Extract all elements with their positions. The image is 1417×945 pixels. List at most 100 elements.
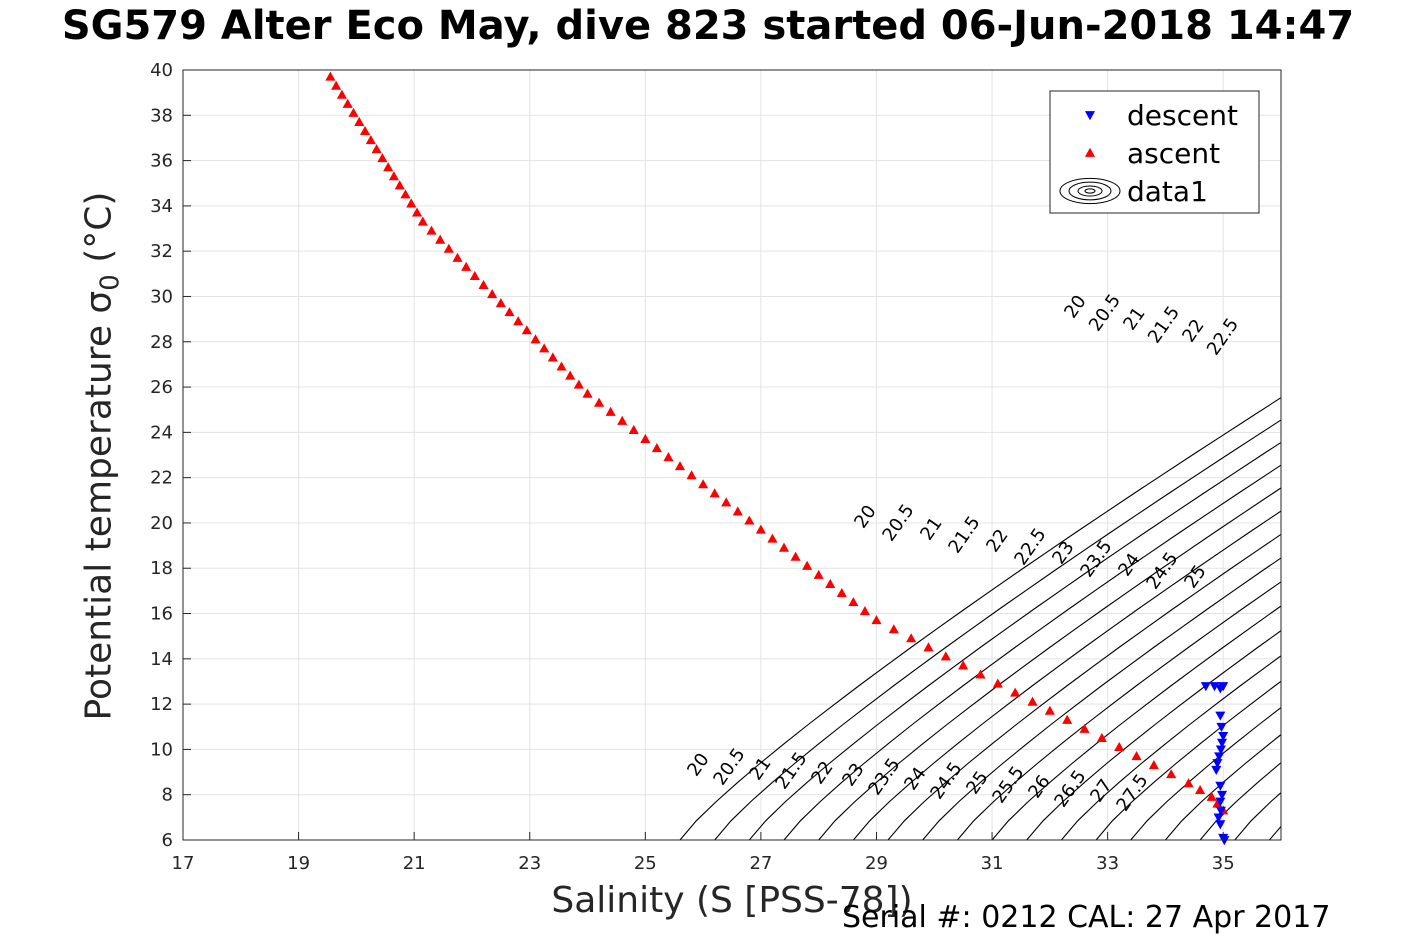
y-tick-label: 18 (150, 558, 173, 579)
ascent-point (871, 615, 882, 625)
ascent-point (426, 225, 437, 235)
isopycnal-line (887, 533, 1281, 840)
isopycnal-line (1060, 655, 1281, 840)
y-tick-label: 12 (150, 694, 173, 715)
legend-ascent-marker (1084, 147, 1096, 157)
ascent-point (605, 406, 616, 416)
contour-label: 23.5 (1076, 536, 1116, 581)
ascent-point (958, 660, 969, 670)
descent-point (1215, 806, 1226, 816)
isopycnal-line (991, 605, 1281, 840)
ascent-point (628, 424, 639, 434)
x-tick-label: 25 (634, 853, 657, 874)
descent-point (1200, 682, 1211, 692)
ascent-point (1206, 791, 1217, 801)
ascent-point (721, 497, 732, 507)
y-tick-label: 30 (150, 286, 173, 307)
isopycnal-line (852, 510, 1281, 840)
isopycnal-line (748, 441, 1281, 840)
contour-label: 24.5 (1142, 548, 1182, 593)
ascent-point (400, 189, 411, 199)
legend-contour-icon (1068, 181, 1112, 201)
ascent-point (923, 642, 934, 652)
descent-point (1212, 759, 1223, 769)
ascent-point (452, 252, 463, 262)
ascent-point (1010, 687, 1021, 697)
ascent-point (383, 162, 394, 172)
ascent-point (417, 216, 428, 226)
ascent-point (1195, 784, 1206, 795)
descent-point (1213, 813, 1224, 823)
ascent-point (709, 488, 720, 498)
ascent-point (325, 71, 336, 81)
y-tick-label: 40 (150, 60, 173, 81)
isopycnal-line (1026, 630, 1281, 840)
contour-label: 26 (1024, 771, 1054, 802)
legend-label: ascent (1127, 137, 1220, 170)
y-tick-label: 6 (162, 830, 173, 851)
isopycnal-line (1130, 706, 1281, 840)
legend-entry-descent: descent (1084, 99, 1238, 132)
descent-point (1211, 765, 1222, 776)
contour-label: 21.5 (944, 512, 984, 557)
ascent-point (651, 442, 662, 453)
ascent-point (940, 651, 951, 661)
x-axis-label: Salinity (S [PSS-78]) (551, 880, 913, 921)
ascent-point (732, 506, 743, 516)
descent-point (1214, 752, 1225, 762)
ascent-point (348, 107, 359, 117)
contour-label: 21.5 (1144, 302, 1184, 347)
descent-series (1200, 682, 1230, 846)
ascent-point (371, 144, 382, 154)
y-axis-label: Potential temperature σ0 (°C) (78, 192, 125, 721)
x-tick-label: 19 (287, 853, 310, 874)
contour-label: 23.5 (864, 754, 904, 799)
ascent-point (411, 207, 423, 217)
contour-label: 22.5 (1203, 314, 1243, 359)
ascent-point (859, 606, 870, 616)
ascent-point (461, 261, 472, 271)
y-tick-label: 24 (150, 422, 173, 443)
ascent-point (504, 307, 515, 317)
ascent-point (848, 596, 859, 607)
descent-point (1218, 682, 1229, 692)
ascent-point (1183, 778, 1194, 788)
ascent-point (359, 125, 371, 136)
ascent-point (388, 171, 399, 181)
y-tick-label: 28 (150, 332, 173, 353)
ascent-point (539, 343, 550, 353)
descent-point (1215, 781, 1226, 791)
contour-label: 21 (1119, 303, 1149, 334)
ascent-point (582, 388, 593, 398)
ascent-point (573, 379, 584, 389)
ascent-point (825, 578, 836, 588)
legend-contour-icon (1059, 177, 1121, 205)
descent-point (1217, 738, 1228, 748)
ascent-point (674, 461, 686, 471)
contour-label: 22 (807, 757, 837, 788)
ascent-point (521, 325, 532, 335)
ascent-point (336, 89, 347, 99)
descent-point (1215, 820, 1226, 830)
ascent-point (1027, 696, 1038, 706)
ascent-point (406, 198, 417, 208)
ascent-point (443, 243, 454, 253)
isopycnal-line (922, 557, 1281, 840)
ascent-point (547, 352, 558, 362)
ascent-point (755, 524, 766, 534)
y-tick-label: 14 (150, 649, 173, 670)
ascent-point (790, 551, 801, 561)
chart-title: SG579 Alter Eco May, dive 823 started 06… (61, 3, 1355, 49)
x-axis-ticks: 17 19 21 23 25 27 29 31 33 35 (172, 832, 1235, 874)
ascent-point (594, 397, 605, 407)
contour-labels: 2020.52121.52222.52020.52121.52222.52323… (683, 290, 1243, 815)
ascent-point (1148, 760, 1159, 770)
x-tick-label: 17 (172, 853, 195, 874)
ascent-point (530, 334, 541, 344)
isopycnal-line (714, 419, 1281, 840)
ascent-point (1096, 732, 1107, 742)
y-axis-ticks: 6 8 10 12 14 16 18 20 22 24 26 28 30 32 34 36 38 40 (150, 60, 191, 851)
ascent-point (744, 515, 755, 525)
